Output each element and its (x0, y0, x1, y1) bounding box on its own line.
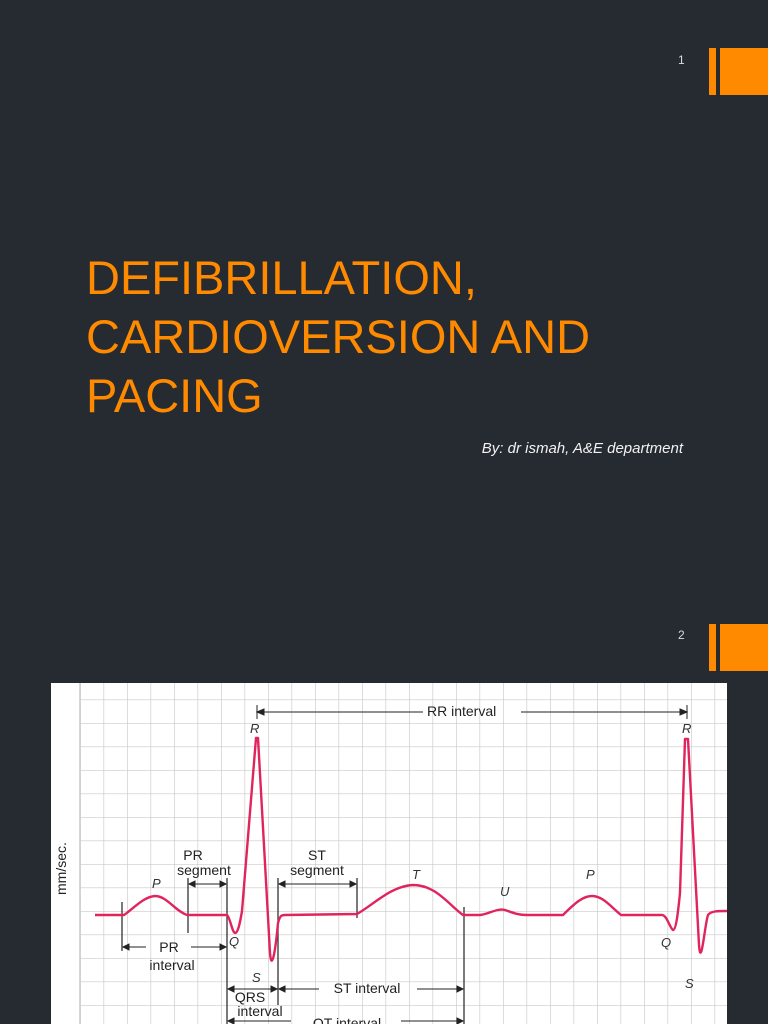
title-line-1: DEFIBRILLATION, (86, 251, 477, 304)
st-interval-label: ST interval (334, 980, 401, 996)
pr-interval-label-2: interval (149, 957, 194, 973)
rr-interval-label: RR interval (427, 703, 496, 719)
wave-label-r2: R (682, 721, 691, 736)
qrs-interval-label-1: QRS (235, 989, 265, 1005)
st-segment-label-1: ST (308, 847, 326, 863)
ecg-trace (95, 736, 727, 962)
accent-bar-thin (709, 624, 716, 671)
byline: By: dr ismah, A&E department (481, 440, 683, 457)
slide-1: 1 DEFIBRILLATION, CARDIOVERSION AND PACI… (86, 48, 768, 457)
ecg-diagram: mm/sec. RR interval (51, 683, 727, 1024)
ecg-svg: mm/sec. RR interval (53, 683, 727, 1024)
interval-arrows (121, 880, 465, 1024)
title-line-2: CARDIOVERSION AND (86, 310, 591, 363)
wave-label-p2: P (586, 867, 595, 882)
slide-number: 1 (678, 53, 685, 67)
axis-label: mm/sec. (53, 842, 69, 895)
wave-label-u: U (500, 884, 510, 899)
wave-label-s2: S (685, 976, 694, 991)
accent-bar-thick (720, 48, 768, 95)
pr-segment-label-1: PR (183, 847, 202, 863)
slide-number: 2 (678, 628, 685, 642)
wave-label-s: S (252, 970, 261, 985)
accent-bar-thick (720, 624, 768, 671)
slide-title: DEFIBRILLATION, CARDIOVERSION AND PACING (86, 248, 706, 425)
pr-interval-label-1: PR (159, 939, 178, 955)
slide-2: 2 mm/sec. RR interval (0, 580, 768, 1024)
pr-segment-label-2: segment (177, 862, 231, 878)
rr-interval-marker (255, 705, 689, 719)
grid-paper (80, 683, 727, 1024)
wave-label-r: R (250, 721, 259, 736)
wave-label-t: T (412, 867, 421, 882)
title-line-3: PACING (86, 369, 263, 422)
accent-bar-thin (709, 48, 716, 95)
qt-interval-label: QT interval (313, 1015, 381, 1024)
wave-label-p: P (152, 876, 161, 891)
wave-label-q: Q (229, 934, 239, 949)
qrs-interval-label-2: interval (237, 1003, 282, 1019)
wave-label-q2: Q (661, 935, 671, 950)
interval-brackets (121, 878, 465, 1024)
st-segment-label-2: segment (290, 862, 344, 878)
